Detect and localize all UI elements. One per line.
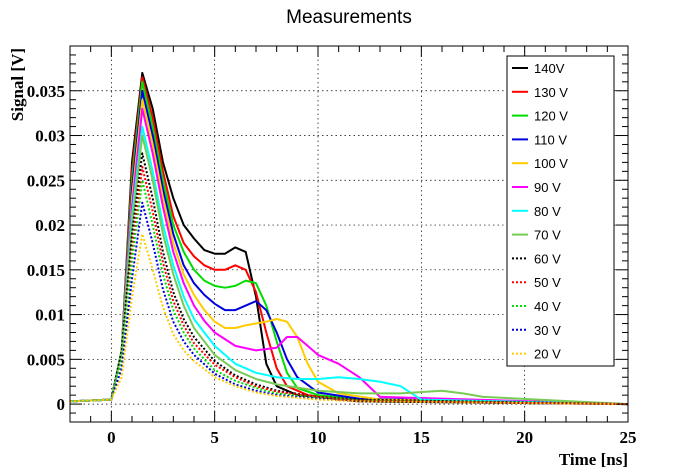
x-tick-label: 5: [210, 428, 219, 447]
legend-label-5: 90 V: [534, 180, 561, 195]
y-tick-label: 0.01: [35, 306, 65, 325]
y-tick-label: 0.025: [27, 171, 65, 190]
legend-label-12: 20 V: [534, 347, 561, 362]
legend-label-4: 100 V: [534, 156, 568, 171]
x-axis-label: Time [ns]: [559, 450, 628, 469]
x-tick-label: 0: [107, 428, 116, 447]
x-tick-label: 20: [516, 428, 533, 447]
series-line-7: [69, 134, 629, 406]
x-tick-label: 10: [310, 428, 327, 447]
axes: 0 5 10 15 20 25 0 0.005 0.01 0.015 0.02 0.025 0.03 0.…: [27, 45, 637, 447]
chart-title: Measurements: [286, 7, 412, 28]
legend-label-6: 80 V: [534, 204, 561, 219]
legend-label-3: 110 V: [534, 132, 567, 147]
y-tick-label: 0.035: [27, 82, 65, 101]
y-tick-label: 0: [57, 395, 66, 414]
legend: 140V 130 V 120 V 110 V 100 V 90 V 80 V 70 V 60 V…: [506, 55, 615, 367]
legend-label-10: 40 V: [534, 299, 561, 314]
series-lines: [69, 71, 629, 406]
legend-label-9: 50 V: [534, 275, 561, 290]
legend-label-0: 140V: [534, 61, 565, 76]
legend-label-8: 60 V: [534, 251, 561, 266]
y-axis-label: Signal [V]: [8, 48, 27, 121]
y-tick-label: 0.005: [27, 350, 65, 369]
series-line-5: [69, 107, 629, 406]
legend-label-11: 30 V: [534, 323, 561, 338]
legend-label-1: 130 V: [534, 85, 568, 100]
y-tick-label: 0.02: [35, 216, 65, 235]
x-tick-label: 15: [413, 428, 430, 447]
series-line-4: [69, 98, 629, 406]
legend-label-7: 70 V: [534, 228, 561, 243]
x-tick-label: 25: [620, 428, 637, 447]
y-tick-label: 0.015: [27, 261, 65, 280]
series-line-9: [69, 165, 629, 406]
series-line-6: [69, 125, 629, 406]
series-line-10: [69, 179, 629, 406]
y-tick-label: 0.03: [35, 127, 65, 146]
series-line-12: [69, 233, 629, 406]
legend-label-2: 120 V: [534, 109, 568, 124]
